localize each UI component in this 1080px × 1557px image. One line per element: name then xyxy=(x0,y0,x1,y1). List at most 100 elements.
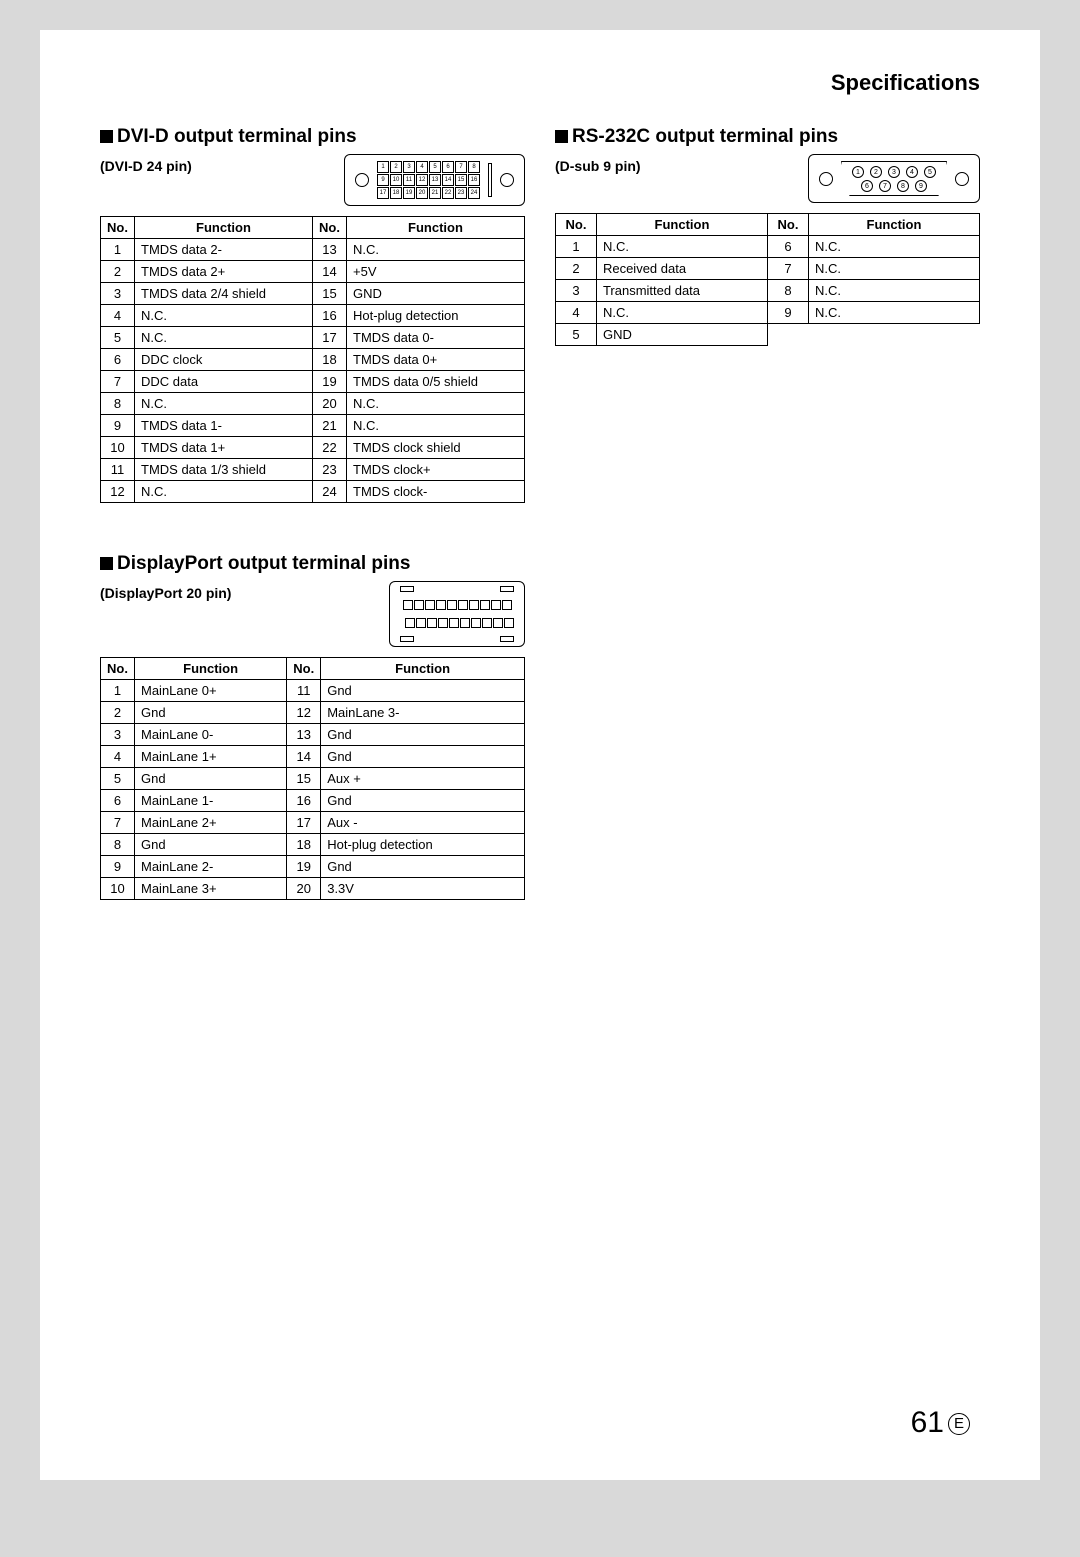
table-row: 4MainLane 1+14Gnd xyxy=(101,746,525,768)
cell-fn: MainLane 0- xyxy=(135,724,287,746)
cell-fn: N.C. xyxy=(135,305,313,327)
cell-fn: N.C. xyxy=(596,302,767,324)
cell-fn: TMDS data 2/4 shield xyxy=(135,283,313,305)
cell-no: 3 xyxy=(556,280,597,302)
cell-no: 17 xyxy=(313,327,347,349)
tab-icon xyxy=(400,636,414,642)
table-header: No. xyxy=(287,658,321,680)
cell-no: 10 xyxy=(101,437,135,459)
table-header: Function xyxy=(347,217,525,239)
cell-no: 20 xyxy=(287,878,321,900)
cell-no: 6 xyxy=(101,349,135,371)
table-row: 10TMDS data 1+22TMDS clock shield xyxy=(101,437,525,459)
dp-sub-label: (DisplayPort 20 pin) xyxy=(100,581,231,601)
cell-fn: Gnd xyxy=(135,702,287,724)
cell-fn: TMDS data 2- xyxy=(135,239,313,261)
page-number: 61E xyxy=(911,1406,970,1440)
cell-no: 19 xyxy=(313,371,347,393)
table-row: 3TMDS data 2/4 shield15GND xyxy=(101,283,525,305)
cell-no: 15 xyxy=(287,768,321,790)
dvi-title: DVI-D output terminal pins xyxy=(100,126,525,148)
cell-no: 8 xyxy=(101,834,135,856)
dvi-pin-grid: 12345678 910111213141516 171819202122232… xyxy=(377,161,480,199)
table-row: 5GND xyxy=(556,324,980,346)
cell-fn: N.C. xyxy=(808,302,979,324)
cell-no: 1 xyxy=(101,680,135,702)
cell-fn: N.C. xyxy=(135,327,313,349)
table-row: 11TMDS data 1/3 shield23TMDS clock+ xyxy=(101,459,525,481)
table-header: No. xyxy=(313,217,347,239)
cell-no: 24 xyxy=(313,481,347,503)
cell-no: 11 xyxy=(101,459,135,481)
table-row: 1N.C.6N.C. xyxy=(556,236,980,258)
cell-fn: N.C. xyxy=(808,236,979,258)
table-header: Function xyxy=(135,658,287,680)
cell-fn: N.C. xyxy=(135,393,313,415)
table-row: 12N.C.24TMDS clock- xyxy=(101,481,525,503)
table-row: 5N.C.17TMDS data 0- xyxy=(101,327,525,349)
rs232c-tbody: 1N.C.6N.C.2Received data7N.C.3Transmitte… xyxy=(556,236,980,346)
cell-no: 19 xyxy=(287,856,321,878)
table-row: 7MainLane 2+17Aux - xyxy=(101,812,525,834)
dp-connector-diagram xyxy=(389,581,525,647)
cell-no: 4 xyxy=(101,746,135,768)
cell-fn: MainLane 1+ xyxy=(135,746,287,768)
cell-fn: N.C. xyxy=(596,236,767,258)
rs232c-connector-diagram: 12345 6789 xyxy=(808,154,980,203)
cell-fn: MainLane 3+ xyxy=(135,878,287,900)
cell-no: 2 xyxy=(101,261,135,283)
table-row: 6DDC clock18TMDS data 0+ xyxy=(101,349,525,371)
table-row: 1TMDS data 2-13N.C. xyxy=(101,239,525,261)
cell-fn: Aux + xyxy=(321,768,525,790)
cell-no: 4 xyxy=(101,305,135,327)
table-header: Function xyxy=(808,214,979,236)
cell-fn: TMDS data 1- xyxy=(135,415,313,437)
cell-fn: Aux - xyxy=(321,812,525,834)
cell-fn: Gnd xyxy=(321,724,525,746)
cell-fn: Gnd xyxy=(135,834,287,856)
cell-no: 7 xyxy=(101,812,135,834)
cell-no: 3 xyxy=(101,283,135,305)
cell-fn: DDC data xyxy=(135,371,313,393)
table-row: 8Gnd18Hot-plug detection xyxy=(101,834,525,856)
table-row: 2Received data7N.C. xyxy=(556,258,980,280)
rs232c-sub-label: (D-sub 9 pin) xyxy=(555,154,641,174)
cell-fn: N.C. xyxy=(808,258,979,280)
rs232c-section: RS-232C output terminal pins (D-sub 9 pi… xyxy=(555,126,980,346)
cell-fn: MainLane 2+ xyxy=(135,812,287,834)
cell-fn: Gnd xyxy=(321,856,525,878)
screw-icon xyxy=(955,172,969,186)
cell-fn: MainLane 2- xyxy=(135,856,287,878)
cell-no: 2 xyxy=(556,258,597,280)
left-column: DVI-D output terminal pins (DVI-D 24 pin… xyxy=(100,126,525,950)
cell-fn: TMDS data 2+ xyxy=(135,261,313,283)
cell-fn: N.C. xyxy=(347,393,525,415)
blade-slot-icon xyxy=(488,163,492,197)
table-header: No. xyxy=(556,214,597,236)
cell-no: 18 xyxy=(313,349,347,371)
cell-no: 17 xyxy=(287,812,321,834)
table-row: 5Gnd15Aux + xyxy=(101,768,525,790)
dsub-shell: 12345 6789 xyxy=(841,161,947,196)
cell-no: 5 xyxy=(101,768,135,790)
cell-fn: Gnd xyxy=(321,790,525,812)
table-row: 9TMDS data 1-21N.C. xyxy=(101,415,525,437)
table-header: No. xyxy=(101,217,135,239)
cell-fn: Transmitted data xyxy=(596,280,767,302)
cell-no: 6 xyxy=(767,236,808,258)
cell-no: 8 xyxy=(767,280,808,302)
cell-no: 14 xyxy=(287,746,321,768)
cell-fn: N.C. xyxy=(347,239,525,261)
cell-empty xyxy=(767,324,808,346)
dvi-table: No. Function No. Function 1TMDS data 2-1… xyxy=(100,216,525,503)
cell-no: 23 xyxy=(313,459,347,481)
cell-fn: Received data xyxy=(596,258,767,280)
cell-fn: GND xyxy=(347,283,525,305)
cell-fn: Gnd xyxy=(321,746,525,768)
page-number-value: 61 xyxy=(911,1406,944,1439)
table-row: 10MainLane 3+203.3V xyxy=(101,878,525,900)
cell-fn: +5V xyxy=(347,261,525,283)
dp-tbody: 1MainLane 0+11Gnd2Gnd12MainLane 3-3MainL… xyxy=(101,680,525,900)
cell-no: 5 xyxy=(101,327,135,349)
table-row: 2Gnd12MainLane 3- xyxy=(101,702,525,724)
